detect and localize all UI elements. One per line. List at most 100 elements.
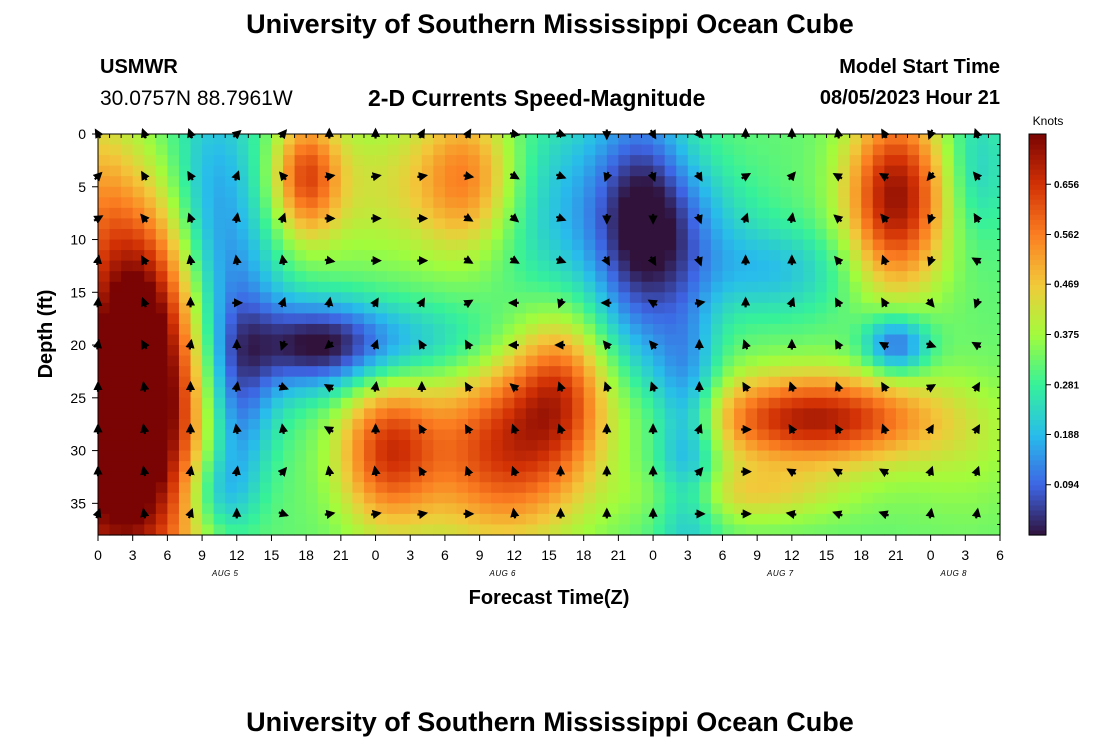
heat-cell [838,144,851,156]
heat-cell [213,155,226,167]
heat-cell [410,260,423,272]
heat-cell [236,186,249,198]
heat-cell [433,228,446,241]
heat-cell [722,239,735,251]
colorbar-band [1029,199,1046,205]
heat-cell [653,176,666,188]
heat-cell [895,281,909,293]
heat-cell [872,134,885,146]
heat-cell [965,155,978,167]
heat-cell [387,376,400,388]
heat-cell [121,165,134,177]
heat-cell [479,376,492,388]
heat-cell [629,155,643,167]
heat-cell [629,440,643,452]
heat-cell [271,334,284,346]
heat-cell [537,250,550,262]
heat-cell [930,218,943,230]
heat-cell [953,228,966,241]
heat-cell [826,302,839,314]
heat-cell [109,397,122,409]
colorbar-tick-label: 0.094 [1054,480,1079,491]
heat-cell [144,144,157,156]
heat-cell [757,524,770,536]
heat-cell [814,250,828,262]
heat-cell [271,355,284,367]
heat-cell [329,345,342,357]
heat-cell [826,366,839,378]
heat-cell [421,134,434,146]
heat-cell [930,345,943,357]
heat-cell [699,281,712,293]
heat-cell [294,366,307,378]
heat-cell [178,450,192,462]
heat-cell [734,376,747,388]
heat-cell [861,408,874,420]
heat-cell [190,281,203,293]
heat-cell [433,155,446,167]
heat-cell [653,524,666,536]
heat-cell [225,144,238,156]
heat-cell [872,144,885,156]
current-vector-arrow [140,381,150,392]
heat-cell [537,408,550,420]
current-vector-arrow [140,507,150,519]
heat-cell [768,440,781,452]
heat-cell [109,450,122,462]
heat-cell [109,503,122,515]
heat-cell [907,186,920,198]
heat-cell [248,334,261,346]
heat-cell [560,176,573,188]
heat-cell [306,524,319,536]
heat-cell [768,250,781,262]
heat-cell [132,239,145,251]
heat-cell [144,134,157,146]
colorbar-band [1029,484,1046,491]
heat-cell [722,408,735,420]
heat-cell [849,176,862,188]
heat-cell [190,503,203,515]
heat-cell [884,450,897,462]
heat-cell [340,334,354,346]
heat-cell [468,302,481,314]
heat-cell [606,186,619,198]
heat-cell [132,429,145,441]
heat-cell [491,345,504,357]
heat-cell [433,281,446,293]
heat-cell [444,155,458,167]
heat-cell [791,387,805,399]
heat-cell [202,482,215,494]
heat-cell [190,155,203,167]
heat-cell [132,165,145,177]
heat-cell [375,345,388,357]
heat-cell [178,334,192,346]
heat-cell [132,366,145,378]
heat-cell [190,440,203,452]
heat-cell [363,260,377,272]
colorbar-band [1029,309,1046,316]
heat-cell [757,228,770,241]
heat-cell [329,207,342,220]
heat-cell [734,250,747,262]
heat-cell [283,440,296,452]
heat-cell [190,387,203,399]
heat-cell [433,513,446,526]
heat-cell [653,155,666,167]
heat-cell [838,345,851,357]
heat-cell [271,492,284,504]
current-vector-arrow [324,255,336,265]
heat-cell [491,492,504,504]
heat-cell [283,387,296,399]
heat-cell [317,197,330,209]
heat-cell [306,302,319,314]
heat-cell [410,418,423,431]
heat-cell [791,345,805,357]
heat-cell [653,197,666,209]
heat-cell [734,197,747,209]
heat-cell [861,250,874,262]
page-title: University of Southern Mississippi Ocean… [246,9,854,39]
heat-cell [283,155,296,167]
heat-cell [722,366,735,378]
heat-cell [618,323,631,336]
heat-cell [468,440,481,452]
